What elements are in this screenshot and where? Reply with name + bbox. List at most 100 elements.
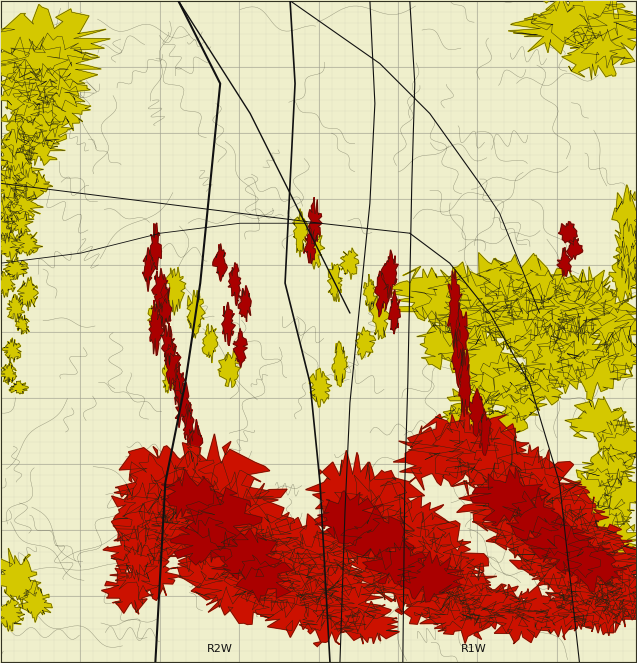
Polygon shape — [409, 550, 497, 613]
Polygon shape — [138, 465, 240, 542]
Polygon shape — [541, 526, 610, 577]
Polygon shape — [149, 300, 164, 355]
Polygon shape — [438, 325, 522, 393]
Polygon shape — [531, 283, 610, 341]
Polygon shape — [3, 338, 21, 363]
Polygon shape — [110, 542, 182, 601]
Polygon shape — [187, 290, 205, 338]
Polygon shape — [551, 528, 637, 585]
Polygon shape — [567, 237, 583, 259]
Polygon shape — [370, 295, 389, 339]
Polygon shape — [111, 483, 174, 548]
Polygon shape — [162, 323, 175, 366]
Polygon shape — [596, 469, 637, 525]
Polygon shape — [328, 465, 424, 555]
Polygon shape — [523, 340, 593, 394]
Polygon shape — [595, 326, 637, 381]
Polygon shape — [204, 520, 326, 602]
Polygon shape — [412, 262, 508, 340]
Polygon shape — [0, 165, 27, 211]
Polygon shape — [0, 598, 25, 631]
Polygon shape — [255, 577, 357, 637]
Polygon shape — [213, 243, 227, 281]
Polygon shape — [581, 560, 637, 613]
Polygon shape — [218, 350, 241, 388]
Polygon shape — [565, 396, 635, 442]
Polygon shape — [18, 580, 52, 623]
Polygon shape — [420, 591, 499, 643]
Polygon shape — [2, 211, 34, 236]
Polygon shape — [313, 495, 409, 566]
Polygon shape — [293, 209, 308, 257]
Polygon shape — [115, 446, 217, 523]
Polygon shape — [429, 294, 511, 351]
Polygon shape — [103, 526, 166, 581]
Polygon shape — [534, 596, 588, 640]
Polygon shape — [154, 434, 270, 537]
Polygon shape — [457, 461, 543, 543]
Polygon shape — [0, 208, 18, 243]
Polygon shape — [448, 270, 462, 348]
Polygon shape — [573, 593, 625, 634]
Polygon shape — [313, 584, 385, 631]
Polygon shape — [566, 468, 620, 511]
Polygon shape — [16, 130, 65, 166]
Polygon shape — [458, 349, 470, 417]
Polygon shape — [487, 293, 571, 361]
Polygon shape — [171, 517, 237, 565]
Polygon shape — [238, 286, 251, 322]
Polygon shape — [461, 274, 553, 351]
Polygon shape — [211, 528, 282, 579]
Polygon shape — [364, 274, 376, 312]
Polygon shape — [391, 532, 489, 602]
Polygon shape — [0, 65, 57, 116]
Polygon shape — [471, 477, 561, 559]
Polygon shape — [389, 267, 471, 326]
Polygon shape — [564, 538, 637, 597]
Polygon shape — [162, 360, 174, 393]
Polygon shape — [382, 512, 471, 588]
Polygon shape — [8, 33, 101, 93]
Polygon shape — [148, 304, 163, 331]
Polygon shape — [233, 328, 247, 367]
Polygon shape — [182, 402, 194, 446]
Polygon shape — [354, 534, 445, 600]
Polygon shape — [536, 509, 633, 574]
Polygon shape — [149, 223, 161, 271]
Polygon shape — [455, 303, 468, 367]
Polygon shape — [511, 489, 609, 562]
Polygon shape — [568, 530, 628, 585]
Polygon shape — [5, 189, 43, 221]
Polygon shape — [476, 253, 563, 320]
Polygon shape — [165, 339, 181, 391]
Polygon shape — [12, 68, 90, 113]
Polygon shape — [172, 362, 185, 408]
Polygon shape — [561, 278, 637, 346]
Polygon shape — [187, 420, 203, 469]
Polygon shape — [340, 248, 359, 280]
Polygon shape — [143, 247, 156, 292]
Polygon shape — [579, 493, 631, 540]
Polygon shape — [179, 461, 278, 549]
Polygon shape — [327, 263, 342, 302]
Polygon shape — [299, 598, 366, 646]
Polygon shape — [389, 290, 400, 334]
Polygon shape — [0, 111, 47, 160]
Polygon shape — [101, 565, 159, 614]
Polygon shape — [554, 267, 617, 345]
Polygon shape — [562, 545, 627, 591]
Polygon shape — [161, 469, 224, 525]
Polygon shape — [275, 549, 364, 607]
Polygon shape — [518, 534, 602, 589]
Polygon shape — [529, 547, 610, 603]
Polygon shape — [31, 86, 91, 131]
Polygon shape — [362, 540, 426, 585]
Polygon shape — [582, 444, 636, 495]
Polygon shape — [595, 584, 637, 627]
Polygon shape — [612, 185, 637, 263]
Polygon shape — [580, 300, 637, 357]
Polygon shape — [485, 597, 555, 644]
Polygon shape — [10, 229, 43, 256]
Polygon shape — [3, 257, 29, 279]
Polygon shape — [341, 506, 414, 570]
